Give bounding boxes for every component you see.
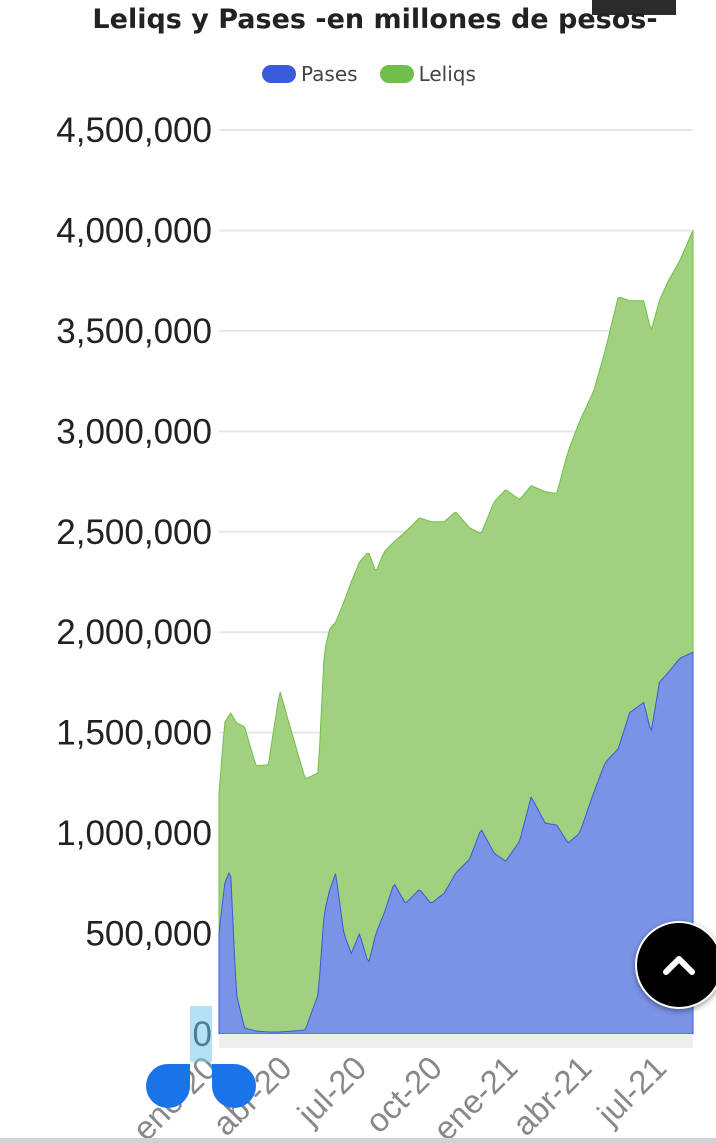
header-bar-fragment (592, 0, 676, 15)
legend-swatch-pases (262, 65, 296, 83)
chart-legend: Pases Leliqs (262, 60, 476, 88)
y-tick-label: 4,000,000 (56, 211, 212, 250)
text-selection-highlight (190, 1006, 212, 1062)
y-tick-label: 3,500,000 (56, 312, 212, 351)
series-area-pases (218, 651, 694, 1035)
y-tick-label: 1,500,000 (56, 714, 212, 753)
x-axis-band (219, 1034, 693, 1048)
legend-item-leliqs[interactable]: Leliqs (379, 62, 476, 86)
y-tick-label: 2,000,000 (56, 613, 212, 652)
selection-handle-end[interactable] (212, 1064, 256, 1108)
chart-title: Leliqs y Pases -en millones de pesos- (92, 4, 658, 35)
chevron-up-icon (663, 956, 695, 975)
y-tick-label: 3,000,000 (56, 412, 212, 451)
legend-label-pases: Pases (301, 62, 358, 86)
y-tick-label: 500,000 (85, 915, 212, 954)
y-tick-label: 4,500,000 (56, 111, 212, 150)
y-tick-label: 2,500,000 (56, 513, 212, 552)
y-tick-label: 1,000,000 (56, 814, 212, 853)
bottom-edge (0, 1138, 716, 1143)
legend-item-pases[interactable]: Pases (262, 62, 358, 86)
x-tick-label: jul-20 (290, 1049, 374, 1133)
legend-swatch-leliqs (379, 65, 414, 83)
legend-label-leliqs: Leliqs (418, 62, 476, 86)
selection-handle-start[interactable] (146, 1064, 190, 1108)
x-tick-label: ene-21 (426, 1049, 525, 1143)
scroll-to-top-button[interactable] (635, 921, 716, 1009)
x-tick-label: jul-21 (589, 1049, 673, 1133)
x-tick-label: abr-21 (505, 1049, 599, 1143)
